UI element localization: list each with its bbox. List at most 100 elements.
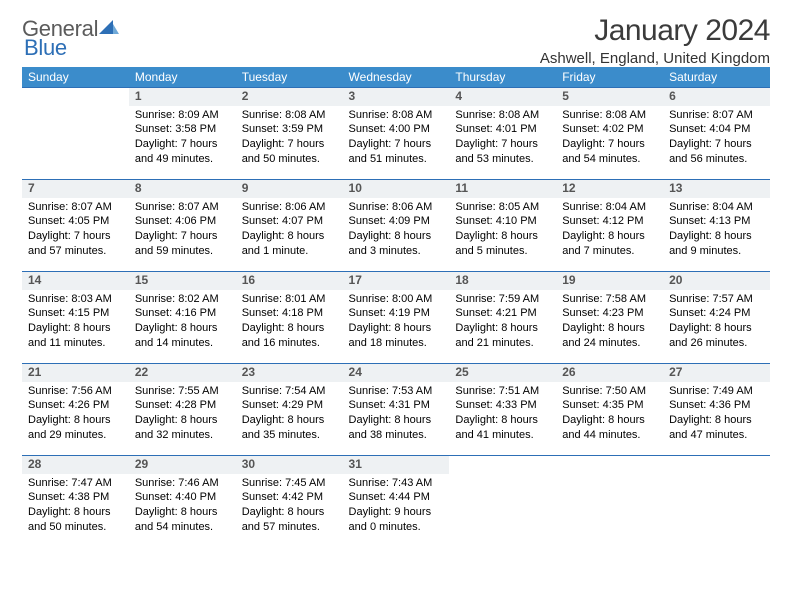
day-content-cell: Sunrise: 8:07 AMSunset: 4:06 PMDaylight:… [129,198,236,272]
daylight-line1: Daylight: 8 hours [669,321,764,336]
day-content-cell: Sunrise: 8:06 AMSunset: 4:07 PMDaylight:… [236,198,343,272]
sunrise-text: Sunrise: 8:07 AM [28,200,123,215]
logo-text-blue: Blue [24,35,67,60]
sunset-text: Sunset: 4:24 PM [669,306,764,321]
sunrise-text: Sunrise: 7:51 AM [455,384,550,399]
sunset-text: Sunset: 4:31 PM [349,398,444,413]
day-content-cell [556,474,663,548]
day-number-cell: 28 [22,456,129,474]
sunrise-text: Sunrise: 7:53 AM [349,384,444,399]
day-header: Sunday [22,67,129,88]
day-content-cell: Sunrise: 7:58 AMSunset: 4:23 PMDaylight:… [556,290,663,364]
day-content-row: Sunrise: 8:07 AMSunset: 4:05 PMDaylight:… [22,198,770,272]
day-content-cell: Sunrise: 8:07 AMSunset: 4:05 PMDaylight:… [22,198,129,272]
day-number-cell: 11 [449,180,556,198]
daylight-line1: Daylight: 8 hours [562,321,657,336]
sunrise-text: Sunrise: 8:08 AM [349,108,444,123]
sunset-text: Sunset: 4:42 PM [242,490,337,505]
daylight-line1: Daylight: 8 hours [455,321,550,336]
sunset-text: Sunset: 4:04 PM [669,122,764,137]
sunset-text: Sunset: 4:00 PM [349,122,444,137]
daylight-line1: Daylight: 8 hours [669,413,764,428]
daylight-line2: and 16 minutes. [242,336,337,351]
day-number-cell [22,88,129,106]
sunset-text: Sunset: 4:07 PM [242,214,337,229]
day-content-cell: Sunrise: 7:49 AMSunset: 4:36 PMDaylight:… [663,382,770,456]
calendar-table: Sunday Monday Tuesday Wednesday Thursday… [22,67,770,548]
daylight-line2: and 7 minutes. [562,244,657,259]
day-number-cell: 30 [236,456,343,474]
sunrise-text: Sunrise: 8:04 AM [669,200,764,215]
daylight-line2: and 14 minutes. [135,336,230,351]
sunrise-text: Sunrise: 8:08 AM [455,108,550,123]
daylight-line1: Daylight: 7 hours [669,137,764,152]
day-header: Monday [129,67,236,88]
sunset-text: Sunset: 4:21 PM [455,306,550,321]
day-number-cell: 13 [663,180,770,198]
sunrise-text: Sunrise: 7:49 AM [669,384,764,399]
daylight-line2: and 0 minutes. [349,520,444,535]
sunset-text: Sunset: 4:40 PM [135,490,230,505]
day-number-cell: 19 [556,272,663,290]
sunrise-text: Sunrise: 8:02 AM [135,292,230,307]
day-content-cell: Sunrise: 8:00 AMSunset: 4:19 PMDaylight:… [343,290,450,364]
sunset-text: Sunset: 4:38 PM [28,490,123,505]
day-number-cell: 10 [343,180,450,198]
daylight-line2: and 53 minutes. [455,152,550,167]
sunrise-text: Sunrise: 7:57 AM [669,292,764,307]
daylight-line2: and 50 minutes. [242,152,337,167]
sunset-text: Sunset: 4:29 PM [242,398,337,413]
day-header: Tuesday [236,67,343,88]
daylight-line1: Daylight: 8 hours [135,321,230,336]
sunrise-text: Sunrise: 7:47 AM [28,476,123,491]
sunset-text: Sunset: 4:23 PM [562,306,657,321]
sunrise-text: Sunrise: 8:04 AM [562,200,657,215]
sunset-text: Sunset: 4:15 PM [28,306,123,321]
daylight-line1: Daylight: 8 hours [562,229,657,244]
sunrise-text: Sunrise: 7:58 AM [562,292,657,307]
location-text: Ashwell, England, United Kingdom [540,50,770,67]
day-content-cell: Sunrise: 7:57 AMSunset: 4:24 PMDaylight:… [663,290,770,364]
sunset-text: Sunset: 4:13 PM [669,214,764,229]
day-header: Saturday [663,67,770,88]
title-block: January 2024 Ashwell, England, United Ki… [540,14,770,67]
daylight-line1: Daylight: 8 hours [242,229,337,244]
day-content-cell: Sunrise: 8:08 AMSunset: 4:02 PMDaylight:… [556,106,663,180]
daylight-line1: Daylight: 8 hours [349,321,444,336]
sunrise-text: Sunrise: 7:46 AM [135,476,230,491]
sunrise-text: Sunrise: 7:50 AM [562,384,657,399]
day-content-cell: Sunrise: 7:56 AMSunset: 4:26 PMDaylight:… [22,382,129,456]
sunrise-text: Sunrise: 8:03 AM [28,292,123,307]
day-content-cell: Sunrise: 7:53 AMSunset: 4:31 PMDaylight:… [343,382,450,456]
daylight-line2: and 57 minutes. [242,520,337,535]
sunset-text: Sunset: 4:35 PM [562,398,657,413]
day-content-cell: Sunrise: 8:02 AMSunset: 4:16 PMDaylight:… [129,290,236,364]
daylight-line1: Daylight: 8 hours [562,413,657,428]
daylight-line2: and 32 minutes. [135,428,230,443]
month-title: January 2024 [540,14,770,48]
daylight-line2: and 9 minutes. [669,244,764,259]
day-content-cell: Sunrise: 7:46 AMSunset: 4:40 PMDaylight:… [129,474,236,548]
sunset-text: Sunset: 4:33 PM [455,398,550,413]
daylight-line1: Daylight: 8 hours [455,413,550,428]
daylight-line1: Daylight: 8 hours [669,229,764,244]
sunset-text: Sunset: 4:10 PM [455,214,550,229]
day-content-row: Sunrise: 8:09 AMSunset: 3:58 PMDaylight:… [22,106,770,180]
daylight-line2: and 54 minutes. [562,152,657,167]
day-number-cell: 31 [343,456,450,474]
daylight-line2: and 18 minutes. [349,336,444,351]
sunrise-text: Sunrise: 7:59 AM [455,292,550,307]
daylight-line1: Daylight: 8 hours [28,321,123,336]
day-content-cell: Sunrise: 8:06 AMSunset: 4:09 PMDaylight:… [343,198,450,272]
day-header-row: Sunday Monday Tuesday Wednesday Thursday… [22,67,770,88]
day-number-cell: 24 [343,364,450,382]
daylight-line2: and 5 minutes. [455,244,550,259]
day-content-cell: Sunrise: 7:47 AMSunset: 4:38 PMDaylight:… [22,474,129,548]
day-number-cell: 15 [129,272,236,290]
sunrise-text: Sunrise: 7:45 AM [242,476,337,491]
day-content-cell: Sunrise: 8:08 AMSunset: 4:01 PMDaylight:… [449,106,556,180]
daylight-line2: and 49 minutes. [135,152,230,167]
day-content-cell: Sunrise: 7:51 AMSunset: 4:33 PMDaylight:… [449,382,556,456]
daylight-line2: and 51 minutes. [349,152,444,167]
calendar-body: 123456Sunrise: 8:09 AMSunset: 3:58 PMDay… [22,88,770,548]
